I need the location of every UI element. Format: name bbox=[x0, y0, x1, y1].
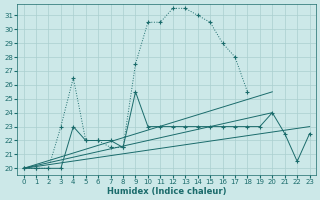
X-axis label: Humidex (Indice chaleur): Humidex (Indice chaleur) bbox=[107, 187, 226, 196]
